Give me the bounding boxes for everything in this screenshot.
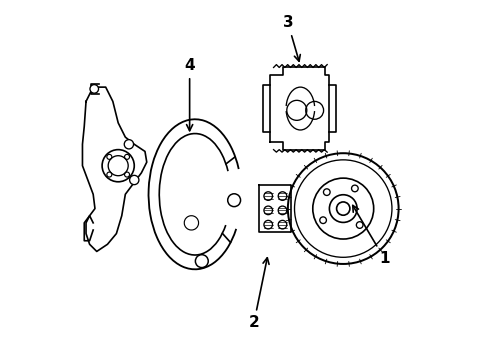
Circle shape: [264, 192, 272, 201]
Text: 3: 3: [283, 15, 300, 61]
Circle shape: [323, 189, 330, 195]
Circle shape: [351, 185, 358, 192]
Circle shape: [278, 192, 287, 201]
Circle shape: [278, 206, 287, 215]
Circle shape: [337, 202, 350, 215]
Circle shape: [329, 195, 357, 222]
Circle shape: [320, 217, 326, 224]
Circle shape: [228, 194, 241, 207]
Circle shape: [264, 220, 272, 229]
Circle shape: [130, 175, 139, 185]
Circle shape: [278, 220, 287, 229]
Circle shape: [90, 85, 98, 93]
Circle shape: [356, 222, 363, 228]
Text: 1: 1: [353, 206, 390, 266]
Circle shape: [264, 206, 272, 215]
Circle shape: [196, 255, 208, 267]
Text: 2: 2: [248, 258, 269, 330]
Circle shape: [124, 140, 134, 149]
Text: 4: 4: [184, 58, 195, 131]
